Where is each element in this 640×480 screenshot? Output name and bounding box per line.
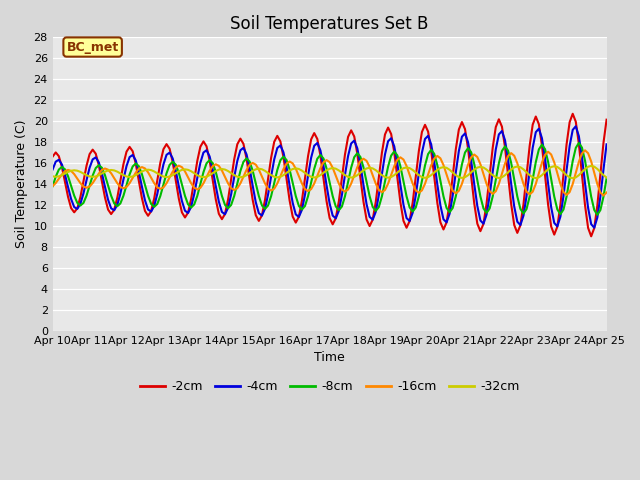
X-axis label: Time: Time xyxy=(314,351,345,364)
-4cm xyxy=(203,147,211,153)
-32cm xyxy=(603,175,611,180)
Text: BC_met: BC_met xyxy=(67,40,119,54)
Line: -4cm: -4cm xyxy=(52,126,607,228)
Line: -2cm: -2cm xyxy=(52,114,607,236)
-32cm xyxy=(314,174,321,180)
-16cm xyxy=(203,174,211,180)
-32cm xyxy=(569,175,577,181)
-16cm xyxy=(603,190,611,195)
-4cm xyxy=(603,142,611,147)
-4cm xyxy=(572,123,580,129)
-4cm xyxy=(591,225,598,230)
-8cm xyxy=(132,161,140,167)
-32cm xyxy=(95,172,102,178)
-16cm xyxy=(317,165,324,171)
-8cm xyxy=(317,152,324,158)
-16cm xyxy=(95,171,102,177)
-16cm xyxy=(49,183,56,189)
-2cm xyxy=(132,161,140,167)
Line: -8cm: -8cm xyxy=(52,143,607,215)
Line: -16cm: -16cm xyxy=(52,150,607,195)
-2cm xyxy=(317,153,324,158)
Title: Soil Temperatures Set B: Soil Temperatures Set B xyxy=(230,15,429,33)
-2cm xyxy=(314,136,321,142)
-4cm xyxy=(49,167,56,172)
-8cm xyxy=(314,156,321,162)
-4cm xyxy=(132,157,140,163)
-8cm xyxy=(593,212,601,218)
-32cm xyxy=(588,163,595,169)
-4cm xyxy=(314,140,321,146)
-4cm xyxy=(95,159,102,165)
-16cm xyxy=(314,173,321,179)
Y-axis label: Soil Temperature (C): Soil Temperature (C) xyxy=(15,120,28,248)
-8cm xyxy=(95,162,102,168)
-32cm xyxy=(49,173,56,179)
-32cm xyxy=(508,167,515,172)
-32cm xyxy=(317,172,324,178)
-16cm xyxy=(600,192,607,198)
Legend: -2cm, -4cm, -8cm, -16cm, -32cm: -2cm, -4cm, -8cm, -16cm, -32cm xyxy=(135,375,524,398)
-2cm xyxy=(203,144,211,149)
-8cm xyxy=(203,160,211,166)
-16cm xyxy=(508,150,515,156)
-32cm xyxy=(132,172,140,178)
-2cm xyxy=(569,111,577,117)
-2cm xyxy=(603,117,611,122)
-16cm xyxy=(581,147,589,153)
-2cm xyxy=(508,201,515,207)
-8cm xyxy=(508,160,515,166)
-8cm xyxy=(49,183,56,189)
-2cm xyxy=(49,154,56,159)
-32cm xyxy=(203,174,211,180)
-8cm xyxy=(603,176,611,181)
-16cm xyxy=(132,170,140,176)
-8cm xyxy=(575,140,582,146)
-4cm xyxy=(508,181,515,187)
-2cm xyxy=(95,162,102,168)
Line: -32cm: -32cm xyxy=(52,166,607,178)
-2cm xyxy=(588,233,595,239)
-4cm xyxy=(317,147,324,153)
